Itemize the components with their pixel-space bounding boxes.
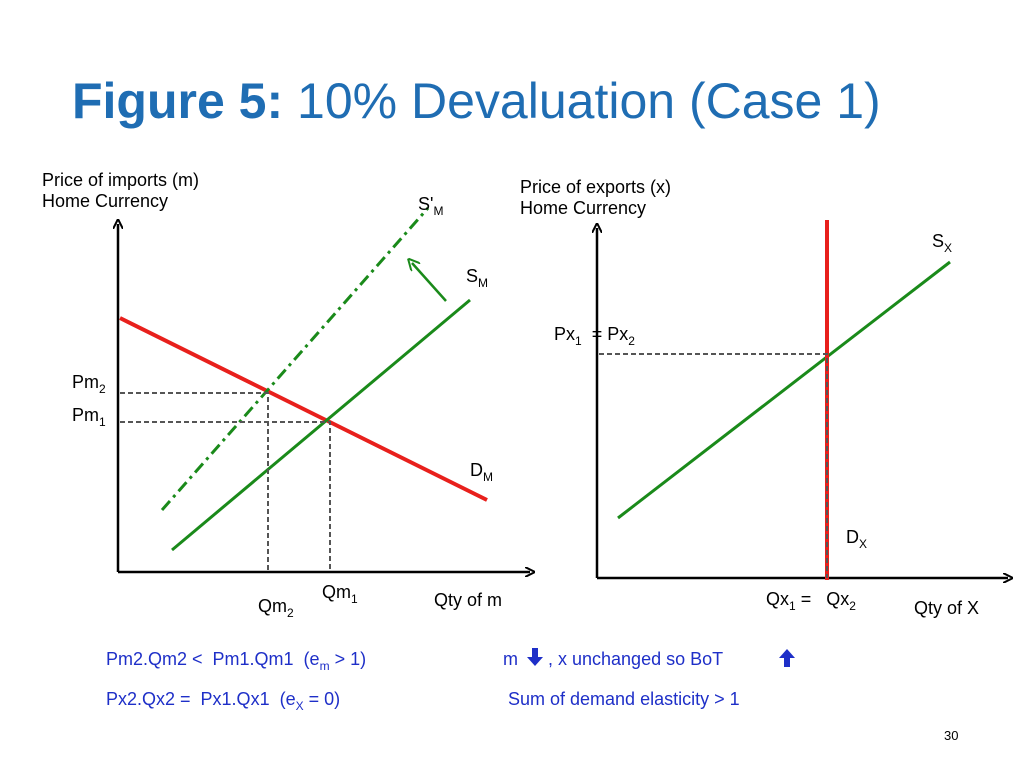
demand-curve — [119, 316, 488, 502]
label-main: S — [932, 231, 944, 251]
label-main: = Px — [582, 324, 629, 344]
label-sub: 1 — [575, 334, 582, 348]
price-label: Pm1 — [72, 405, 106, 429]
note: Sum of demand elasticity > 1 — [508, 689, 740, 709]
label-main: = Qx — [796, 589, 850, 609]
y-axis-label: Price of imports (m) — [42, 170, 199, 190]
equilibrium-guide — [120, 392, 269, 572]
shifted-supply-curve — [160, 207, 430, 511]
equilibrium-guide — [599, 353, 828, 578]
label-sub: M — [483, 470, 493, 484]
curve-label: S'M — [418, 194, 443, 218]
y-axis-label: Home Currency — [520, 198, 646, 218]
note-text: Pm2.Qm2 < Pm1.Qm1 (e — [106, 649, 320, 669]
imports-diagram: Price of imports (m) Home Currency Qty o… — [42, 170, 530, 620]
label-main: D — [846, 527, 859, 547]
label-main: S — [466, 266, 478, 286]
x-axis-label: Qty of m — [434, 590, 502, 610]
label-main: Qm — [258, 596, 287, 616]
label-main: Qm — [322, 582, 351, 602]
note-sub: X — [296, 699, 304, 713]
note-text: = 0) — [304, 689, 341, 709]
shift-arrow — [412, 263, 447, 302]
equilibrium-guide — [120, 421, 331, 572]
label-sub: M — [433, 204, 443, 218]
y-axis-label: Home Currency — [42, 191, 168, 211]
label-sub: 1 — [99, 415, 106, 429]
down-arrow-icon — [527, 648, 543, 666]
label-sub: 2 — [628, 334, 635, 348]
curve-label: DM — [470, 460, 493, 484]
curve-label: DX — [846, 527, 867, 551]
label-main: Qx — [766, 589, 789, 609]
label-sub: 1 — [351, 592, 358, 606]
slide-title: Figure 5: 10% Devaluation (Case 1) — [72, 73, 881, 129]
title-rest: 10% Devaluation (Case 1) — [297, 73, 881, 129]
label-main: D — [470, 460, 483, 480]
note-sub: m — [320, 659, 330, 673]
label-main: Pm — [72, 372, 99, 392]
note: Px2.Qx2 = Px1.Qx1 (eX = 0) — [106, 689, 340, 713]
quantity-label: Qx1 = Qx2 — [766, 589, 856, 613]
quantity-label: Qm2 — [258, 596, 294, 620]
curve-label: SX — [932, 231, 952, 255]
note-text: > 1) — [330, 649, 367, 669]
note: m — [503, 649, 518, 669]
supply-curve — [617, 260, 951, 520]
page-number: 30 — [944, 728, 958, 743]
notes: Pm2.Qm2 < Pm1.Qm1 (em > 1) m , x unchang… — [106, 648, 795, 713]
quantity-label: Qm1 — [322, 582, 358, 606]
price-label: Pm2 — [72, 372, 106, 396]
note: Pm2.Qm2 < Pm1.Qm1 (em > 1) — [106, 649, 366, 673]
label-sub: 2 — [99, 382, 106, 396]
label-sub: 1 — [789, 599, 796, 613]
curve-label: SM — [466, 266, 488, 290]
price-label: Px1 = Px2 — [554, 324, 635, 348]
label-sub: 2 — [849, 599, 856, 613]
note: , x unchanged so BoT — [548, 649, 723, 669]
note-text: Px2.Qx2 = Px1.Qx1 (e — [106, 689, 296, 709]
label-main: Pm — [72, 405, 99, 425]
label-main: S' — [418, 194, 433, 214]
supply-curve — [171, 298, 471, 552]
label-sub: M — [478, 276, 488, 290]
label-main: Px — [554, 324, 575, 344]
title-bold: Figure 5: — [72, 73, 283, 129]
up-arrow-icon — [779, 649, 795, 667]
exports-diagram: Price of exports (x) Home Currency Qty o… — [520, 177, 1008, 618]
title-space — [283, 73, 297, 129]
x-axis-label: Qty of X — [914, 598, 979, 618]
label-sub: X — [944, 241, 952, 255]
y-axis-label: Price of exports (x) — [520, 177, 671, 197]
label-sub: X — [859, 537, 867, 551]
label-sub: 2 — [287, 606, 294, 620]
